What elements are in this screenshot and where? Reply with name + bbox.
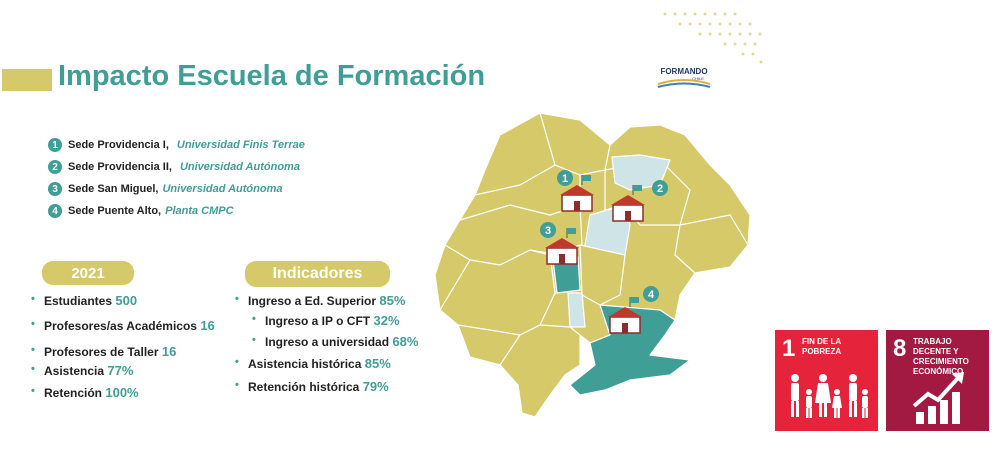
svg-text:4: 4 — [648, 289, 655, 301]
indicator-value: 85% — [379, 293, 406, 308]
map-region — [674, 214, 749, 274]
school-icon — [611, 185, 645, 222]
sede-label: Sede Providencia II, — [68, 161, 172, 173]
indicator-item: Asistencia histórica 85% — [235, 356, 391, 371]
map-marker: 4 — [643, 286, 659, 302]
growth-chart-icon — [912, 372, 964, 424]
indicator-value: 79% — [362, 379, 389, 394]
indicator-value: 85% — [364, 356, 391, 371]
map-marker: 2 — [652, 180, 668, 196]
map-region — [569, 304, 691, 396]
map-region — [579, 244, 626, 306]
stat-item: Estudiantes 500 — [31, 293, 138, 308]
stat-item: Profesores de Taller 16 — [31, 344, 177, 359]
stat-item: Retención 100% — [31, 385, 139, 400]
stat-value: 16 — [161, 344, 177, 359]
sdg-number: 8 — [893, 335, 907, 362]
sede-institution: Universidad Autónoma — [179, 161, 300, 173]
sede-label: Sede Puente Alto, — [68, 205, 162, 217]
indicator-label: Retención histórica — [248, 380, 360, 394]
stat-label: Asistencia — [44, 364, 105, 378]
sede-label: Sede Providencia I, — [68, 139, 169, 151]
sede-label: Sede San Miguel, — [68, 183, 159, 195]
sede-institution: Planta CMPC — [165, 205, 234, 217]
stat-value: 100% — [105, 385, 139, 400]
stats-2021-heading: 2021 — [42, 261, 134, 285]
sdg-goal-1-card: 1 FIN DE LA POBREZA — [775, 330, 878, 431]
sede-institution: Universidad Autónoma — [162, 183, 283, 195]
svg-text:2: 2 — [657, 183, 663, 195]
indicator-item: Ingreso a Ed. Superior 85% — [235, 293, 406, 308]
sede-item: 1 Sede Providencia I, Universidad Finis … — [48, 134, 305, 156]
svg-text:1: 1 — [562, 173, 568, 185]
indicator-label: Ingreso a Ed. Superior — [248, 294, 377, 308]
logo-line1: FORMANDO — [660, 67, 707, 76]
indicator-value: 68% — [392, 334, 419, 349]
decorative-dots — [663, 12, 763, 64]
sede-institution: Universidad Finis Terrae — [176, 139, 305, 151]
sdg-number: 1 — [782, 335, 796, 362]
map-region — [567, 292, 586, 328]
school-icon — [545, 228, 579, 265]
sede-number: 2 — [48, 160, 62, 174]
sdg-text: TRABAJO DECENTE Y CRECIMIENTO ECONÓMICO — [913, 337, 969, 376]
stat-label: Profesores/as Académicos — [44, 319, 197, 333]
logo-line2: CHILE — [692, 76, 704, 81]
map-marker: 1 — [557, 170, 573, 186]
page-title: Impacto Escuela de Formación — [58, 60, 486, 92]
stat-value: 16 — [200, 318, 215, 333]
sdg-goal-8-card: 8 TRABAJO DECENTE Y CRECIMIENTO ECONÓMIC… — [886, 330, 989, 431]
indicator-label: Ingreso a universidad — [265, 335, 390, 349]
sdg-text: FIN DE LA POBREZA — [802, 337, 842, 356]
stat-item: Asistencia 77% — [31, 363, 134, 378]
sede-item: 2 Sede Providencia II, Universidad Autón… — [48, 156, 305, 178]
school-icon — [560, 175, 594, 212]
santiago-map: 1 2 3 4 — [434, 112, 751, 418]
formando-chile-logo: FORMANDO CHILE — [657, 67, 711, 88]
map-marker: 3 — [540, 222, 556, 238]
stat-label: Estudiantes — [44, 294, 113, 308]
map-region — [499, 324, 581, 418]
school-icon — [608, 297, 642, 334]
sedes-list: 1 Sede Providencia I, Universidad Finis … — [48, 134, 305, 222]
stat-item: Profesores/as Académicos 16 — [31, 318, 215, 333]
stat-value: 500 — [115, 293, 138, 308]
indicator-label: Ingreso a IP o CFT — [265, 314, 371, 328]
indicator-value: 32% — [373, 313, 400, 328]
indicator-label: Asistencia histórica — [248, 357, 362, 371]
indicator-item: Ingreso a IP o CFT 32% — [252, 313, 400, 328]
stat-value: 77% — [107, 363, 134, 378]
family-icon — [791, 374, 868, 418]
sede-number: 3 — [48, 182, 62, 196]
sede-item: 3 Sede San Miguel, Universidad Autónoma — [48, 178, 305, 200]
sede-number: 4 — [48, 204, 62, 218]
sede-number: 1 — [48, 138, 62, 152]
indicator-item: Ingreso a universidad 68% — [252, 334, 419, 349]
stat-label: Profesores de Taller — [44, 345, 159, 359]
sede-item: 4 Sede Puente Alto, Planta CMPC — [48, 200, 305, 222]
indicadores-heading: Indicadores — [245, 261, 390, 287]
stat-label: Retención — [44, 386, 103, 400]
title-accent-bar — [2, 69, 52, 91]
indicator-item: Retención histórica 79% — [235, 379, 389, 394]
svg-text:3: 3 — [545, 225, 551, 237]
